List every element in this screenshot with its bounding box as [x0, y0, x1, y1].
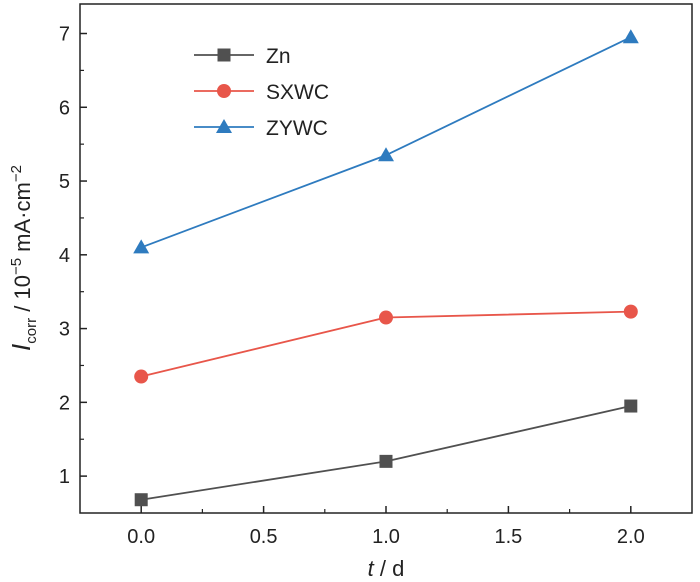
legend-label-sxwc: SXWC — [266, 81, 329, 104]
data-point-sxwc — [379, 310, 393, 325]
y-tick-label: 1 — [59, 466, 70, 488]
data-point-zywc — [378, 147, 394, 162]
x-axis-label: t / d — [368, 556, 405, 581]
y-axis: 1 2 3 4 5 6 7 — [59, 24, 87, 488]
legend: Zn SXWC ZYWC — [194, 45, 329, 140]
series-layer — [133, 29, 639, 507]
y-tick-label: 6 — [59, 97, 70, 119]
series-line-zywc — [140, 36, 632, 249]
legend-marker-zywc — [216, 119, 232, 133]
legend-marker-zn — [217, 48, 231, 62]
data-point-sxwc — [134, 369, 149, 384]
data-point-zn — [624, 399, 638, 413]
legend-label-zywc: ZYWC — [266, 117, 328, 140]
data-point-zn — [134, 493, 148, 507]
x-axis: 0.0 0.5 1.0 1.5 2.0 — [127, 506, 645, 548]
y-tick-label: 2 — [59, 392, 70, 414]
data-point-zywc — [622, 29, 639, 44]
y-tick-label: 4 — [59, 245, 70, 267]
data-point-zn — [379, 454, 393, 468]
y-tick-label: 5 — [59, 171, 70, 193]
legend-label-zn: Zn — [266, 45, 291, 68]
data-point-zywc — [133, 239, 150, 254]
x-tick-label: 0.0 — [127, 526, 155, 548]
y-tick-label: 3 — [59, 319, 70, 341]
series-line-zn — [141, 405, 631, 501]
x-tick-label: 0.5 — [250, 526, 278, 548]
plot-frame — [79, 3, 693, 514]
y-axis-label: Icorr / 10−5 mA·cm−2 — [6, 165, 40, 351]
x-tick-label: 2.0 — [617, 526, 645, 548]
legend-marker-sxwc — [217, 84, 231, 98]
x-tick-label: 1.0 — [372, 526, 400, 548]
y-tick-label: 7 — [59, 24, 70, 46]
data-point-sxwc — [623, 304, 638, 319]
x-tick-label: 1.5 — [494, 526, 522, 548]
